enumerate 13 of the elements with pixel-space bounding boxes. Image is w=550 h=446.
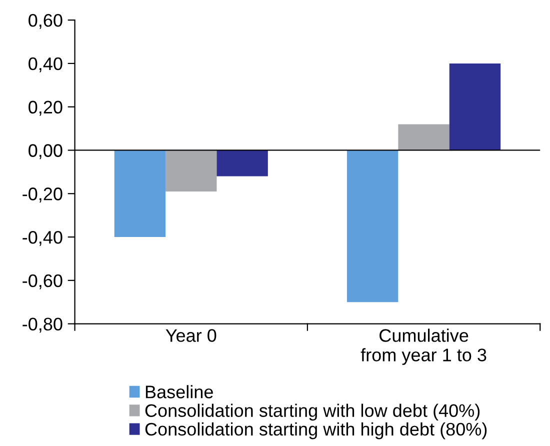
y-tick-label: -0,60 — [22, 274, 62, 290]
y-tick-label: 0,60 — [28, 14, 62, 29]
y-tick-label: 0,00 — [28, 144, 62, 160]
x-tick-label: Cumulative from year 1 to 3 — [360, 328, 486, 365]
y-tick-label: -0,40 — [22, 230, 62, 246]
legend-label: Consolidation starting with high debt (80%) — [145, 422, 487, 440]
y-tick-label: -0,80 — [22, 318, 62, 333]
legend-label: Baseline — [146, 385, 213, 398]
x-tick-label: Year 0 — [166, 329, 216, 342]
y-tick-label: 0,20 — [28, 100, 62, 116]
y-tick-label: -0,20 — [22, 188, 62, 202]
legend-label: Consolidation starting with low debt (40%) — [145, 404, 480, 421]
y-tick-label: 0,40 — [28, 57, 62, 72]
